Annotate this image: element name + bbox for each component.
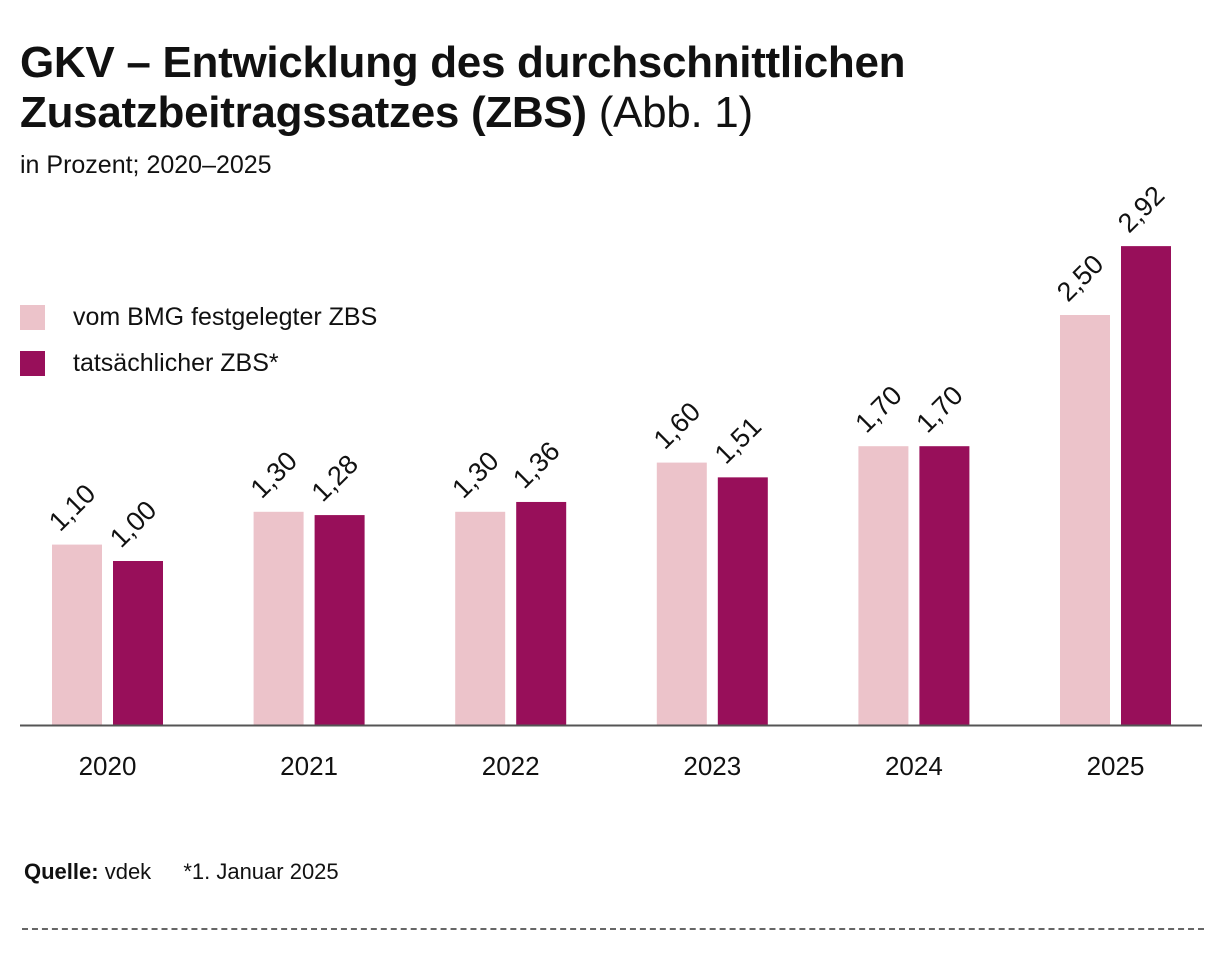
bar-2024-tatsaechlich: [919, 446, 970, 725]
bar-2020-festgelegt: [52, 544, 102, 725]
legend-label-tatsaechlich: tatsächlicher ZBS*: [73, 348, 279, 377]
bar-2020-tatsaechlich: [113, 561, 163, 725]
bar-2022-tatsaechlich: [516, 501, 567, 725]
bar-2025-tatsaechlich: [1121, 246, 1171, 725]
data-label-2023-festgelegt: 1,60: [648, 396, 706, 454]
bar-2025-festgelegt: [1060, 315, 1110, 725]
bar-2021-festgelegt: [253, 511, 304, 725]
chart-title: GKV – Entwicklung des durchschnittlichen…: [20, 38, 1210, 138]
bar-2023-tatsaechlich: [717, 477, 768, 725]
data-label-2020-festgelegt: 1,10: [43, 478, 101, 536]
data-label-2021-festgelegt: 1,30: [245, 446, 303, 504]
data-label-2020-tatsaechlich: 1,00: [104, 495, 162, 553]
x-tick-label-2022: 2022: [482, 751, 540, 781]
bar-2021-tatsaechlich: [314, 515, 365, 725]
data-label-2025-tatsaechlich: 2,92: [1112, 180, 1170, 238]
x-tick-label-2020: 2020: [79, 751, 137, 781]
data-label-2022-tatsaechlich: 1,36: [507, 436, 565, 494]
legend-item-festgelegt: vom BMG festgelegter ZBS: [20, 302, 377, 332]
bar-2024-festgelegt: [858, 446, 909, 725]
dashed-divider: [22, 928, 1204, 930]
data-label-2025-festgelegt: 2,50: [1051, 249, 1109, 307]
chart-footer: Quelle: vdek *1. Januar 2025: [24, 858, 339, 886]
legend-item-tatsaechlich: tatsächlicher ZBS*: [20, 348, 377, 378]
footnote: *1. Januar 2025: [183, 859, 339, 884]
x-tick-label-2025: 2025: [1087, 751, 1145, 781]
chart-legend: vom BMG festgelegter ZBS tatsächlicher Z…: [20, 302, 377, 394]
data-label-2022-festgelegt: 1,30: [446, 446, 504, 504]
legend-label-festgelegt: vom BMG festgelegter ZBS: [73, 302, 378, 331]
legend-swatch-festgelegt: [20, 304, 45, 330]
chart-title-main: GKV – Entwicklung des durchschnittlichen…: [20, 38, 906, 137]
x-tick-label-2023: 2023: [683, 751, 741, 781]
data-label-2024-tatsaechlich: 1,70: [910, 380, 968, 438]
bar-2023-festgelegt: [656, 462, 707, 725]
chart-title-suffix: (Abb. 1): [598, 88, 753, 137]
data-label-2023-tatsaechlich: 1,51: [709, 411, 767, 469]
data-label-2024-festgelegt: 1,70: [849, 380, 907, 438]
bar-2022-festgelegt: [455, 511, 506, 725]
source-label: Quelle:: [24, 859, 99, 884]
source-value: vdek: [104, 859, 152, 884]
chart-subtitle: in Prozent; 2020–2025: [20, 151, 272, 179]
x-tick-label-2021: 2021: [280, 751, 338, 781]
x-tick-label-2024: 2024: [885, 751, 943, 781]
legend-swatch-tatsaechlich: [20, 350, 45, 376]
data-label-2021-tatsaechlich: 1,28: [306, 449, 364, 507]
